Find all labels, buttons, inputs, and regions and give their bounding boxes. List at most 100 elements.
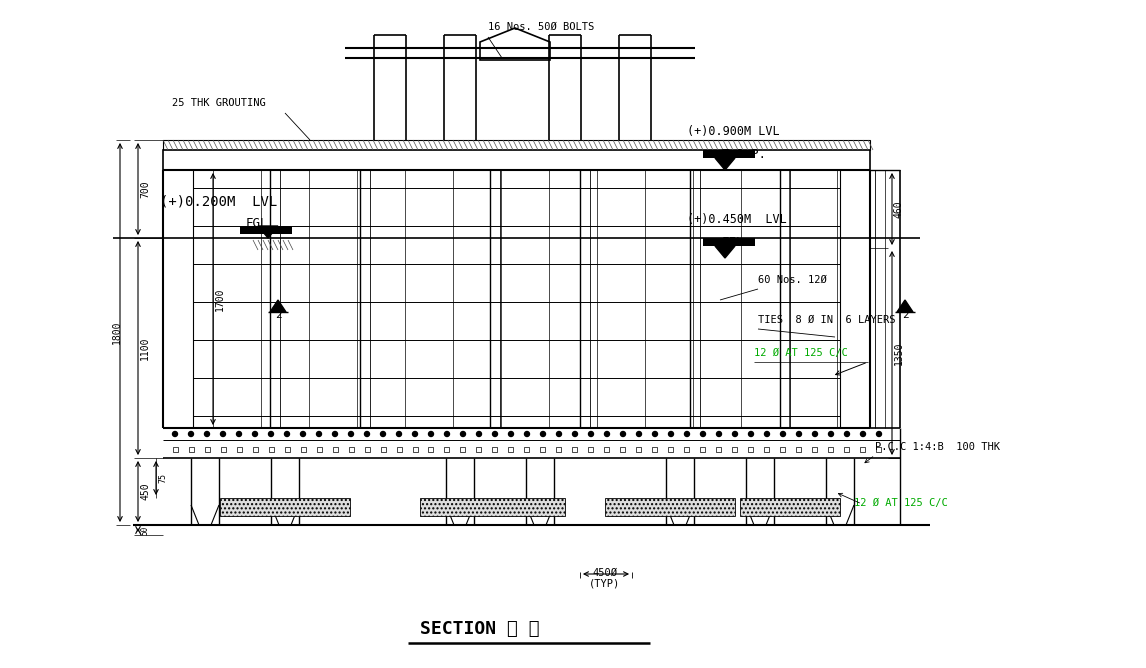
Bar <box>348 446 353 452</box>
Circle shape <box>541 432 545 436</box>
Bar <box>461 446 465 452</box>
Circle shape <box>380 432 385 436</box>
Bar <box>445 446 449 452</box>
Bar <box>668 446 674 452</box>
Circle shape <box>620 432 626 436</box>
Text: FFL: FFL <box>722 236 745 249</box>
Text: (+)0.900M LVL: (+)0.900M LVL <box>686 125 779 138</box>
Circle shape <box>813 432 817 436</box>
Bar <box>620 446 626 452</box>
Circle shape <box>877 432 881 436</box>
Text: 16 Nos. 50Ø BOLTS: 16 Nos. 50Ø BOLTS <box>488 22 595 32</box>
Circle shape <box>252 432 258 436</box>
Circle shape <box>732 432 738 436</box>
Text: 1350: 1350 <box>894 341 904 365</box>
Circle shape <box>268 432 274 436</box>
Circle shape <box>348 432 353 436</box>
Text: 12 Ø AT 125 C/C: 12 Ø AT 125 C/C <box>754 348 848 358</box>
Bar <box>252 446 258 452</box>
Bar <box>702 238 755 246</box>
Text: 450Ø: 450Ø <box>592 568 618 578</box>
Polygon shape <box>270 300 286 312</box>
Circle shape <box>764 432 769 436</box>
Bar <box>380 446 385 452</box>
Text: (+)0.450M  LVL: (+)0.450M LVL <box>686 213 787 226</box>
Circle shape <box>284 432 290 436</box>
Bar <box>589 446 594 452</box>
Circle shape <box>173 432 178 436</box>
Circle shape <box>668 432 674 436</box>
Bar <box>813 446 817 452</box>
Bar <box>541 446 545 452</box>
Text: 1100: 1100 <box>140 336 150 360</box>
Bar <box>716 446 722 452</box>
Polygon shape <box>897 300 913 312</box>
Bar <box>700 446 706 452</box>
Text: 700: 700 <box>140 180 150 198</box>
Circle shape <box>461 432 465 436</box>
Circle shape <box>220 432 226 436</box>
Bar <box>573 446 578 452</box>
Bar <box>419 498 565 516</box>
Bar <box>188 446 194 452</box>
Circle shape <box>364 432 369 436</box>
Bar <box>316 446 322 452</box>
Circle shape <box>332 432 338 436</box>
Bar <box>397 446 401 452</box>
Bar <box>173 446 178 452</box>
Text: 12 Ø AT 125 C/C: 12 Ø AT 125 C/C <box>854 498 948 508</box>
Circle shape <box>477 432 481 436</box>
Polygon shape <box>258 226 278 238</box>
Circle shape <box>780 432 785 436</box>
Text: P.C.C 1:4:B  100 THK: P.C.C 1:4:B 100 THK <box>876 442 1000 452</box>
Bar <box>493 446 497 452</box>
Bar <box>861 446 865 452</box>
Bar <box>652 446 658 452</box>
Bar <box>732 446 738 452</box>
Text: 75: 75 <box>158 473 167 483</box>
Bar <box>220 446 226 452</box>
Bar <box>829 446 833 452</box>
Circle shape <box>604 432 610 436</box>
Circle shape <box>636 432 642 436</box>
Text: TIES  8 Ø IN  6 LAYERS: TIES 8 Ø IN 6 LAYERS <box>758 315 895 325</box>
Circle shape <box>493 432 497 436</box>
Bar <box>796 446 801 452</box>
Bar <box>702 150 755 158</box>
Bar <box>509 446 513 452</box>
Circle shape <box>652 432 658 436</box>
Circle shape <box>397 432 401 436</box>
Text: 25 THK GROUTING: 25 THK GROUTING <box>172 98 266 108</box>
Bar <box>236 446 242 452</box>
Text: 2: 2 <box>902 310 909 320</box>
Bar <box>605 498 735 516</box>
Bar <box>845 446 849 452</box>
Circle shape <box>573 432 578 436</box>
Circle shape <box>509 432 513 436</box>
Text: T.O.P.: T.O.P. <box>722 148 767 161</box>
Text: (TYP): (TYP) <box>589 578 621 588</box>
Circle shape <box>445 432 449 436</box>
Circle shape <box>413 432 417 436</box>
Circle shape <box>589 432 594 436</box>
Polygon shape <box>715 246 735 258</box>
Bar <box>740 498 840 516</box>
Bar <box>604 446 610 452</box>
Bar <box>163 150 870 170</box>
Bar <box>764 446 769 452</box>
Bar <box>429 446 433 452</box>
Circle shape <box>716 432 722 436</box>
Text: 50: 50 <box>140 525 149 534</box>
Circle shape <box>525 432 529 436</box>
Bar <box>300 446 306 452</box>
Polygon shape <box>715 158 735 170</box>
Bar <box>332 446 338 452</box>
Bar <box>748 446 754 452</box>
Text: 450: 450 <box>140 482 150 500</box>
Bar <box>684 446 690 452</box>
Circle shape <box>300 432 306 436</box>
Bar <box>413 446 417 452</box>
Circle shape <box>236 432 242 436</box>
Text: 460: 460 <box>894 200 904 218</box>
Circle shape <box>429 432 433 436</box>
